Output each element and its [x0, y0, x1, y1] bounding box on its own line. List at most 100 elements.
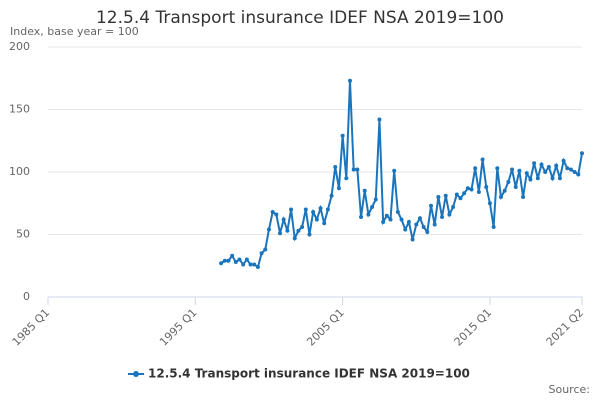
data-point [263, 247, 268, 252]
data-point [259, 251, 264, 256]
data-point [557, 176, 562, 181]
data-point [285, 228, 290, 233]
data-point [510, 167, 515, 172]
data-point [270, 210, 275, 214]
data-point [381, 220, 386, 224]
chart-title: 12.5.4 Transport insurance IDEF NSA 2019… [96, 8, 504, 28]
data-point [395, 210, 400, 214]
data-point [443, 193, 448, 198]
data-point [219, 261, 224, 266]
data-point [436, 195, 441, 199]
data-point [373, 197, 378, 202]
data-point [417, 216, 422, 221]
data-point [230, 253, 235, 258]
data-point [580, 151, 584, 156]
legend-marker [133, 371, 139, 377]
data-point [336, 186, 341, 191]
data-point [568, 167, 573, 172]
data-point [241, 262, 246, 267]
data-point [469, 187, 474, 192]
y-axis-label: Index, base year = 100 [10, 25, 139, 38]
data-point [528, 177, 533, 182]
x-tick-label: 2015 Q1 [452, 306, 495, 349]
y-tick-label: 100 [9, 165, 30, 178]
data-point [421, 225, 426, 229]
data-point [274, 212, 279, 217]
data-point [546, 165, 551, 169]
data-point [565, 166, 570, 171]
data-point [403, 227, 408, 232]
data-point [333, 165, 338, 169]
data-point [576, 172, 581, 177]
data-point [476, 190, 481, 194]
data-point [550, 176, 555, 181]
data-point [425, 230, 430, 234]
data-point [366, 212, 371, 217]
data-point [498, 195, 503, 199]
data-point [314, 217, 319, 222]
data-point [281, 217, 286, 222]
data-point [451, 205, 456, 209]
data-point [495, 166, 500, 171]
data-point [289, 207, 294, 212]
data-point [248, 262, 253, 267]
data-point [465, 186, 470, 191]
data-point [414, 222, 419, 227]
data-point [484, 185, 489, 189]
data-point [532, 161, 537, 166]
data-point [399, 217, 404, 222]
x-tick-label: 1985 Q1 [10, 306, 53, 349]
data-point [329, 193, 334, 198]
data-point [359, 215, 364, 219]
data-point [344, 176, 349, 181]
data-point [432, 222, 437, 227]
data-point [384, 213, 389, 218]
data-point [296, 228, 301, 233]
data-point [233, 260, 238, 264]
data-point [462, 191, 467, 196]
x-tick-label: 2021 Q2 [544, 306, 587, 349]
data-point [487, 201, 492, 206]
data-point [292, 236, 297, 241]
data-point [502, 188, 507, 193]
data-point [539, 162, 544, 167]
data-point [429, 203, 434, 208]
data-point [351, 167, 356, 172]
data-point [458, 196, 463, 201]
data-point [406, 220, 411, 224]
y-tick-label: 200 [9, 40, 30, 53]
data-point [554, 163, 559, 168]
data-point [410, 237, 415, 242]
data-point [226, 258, 231, 263]
data-point [513, 185, 518, 189]
data-point [322, 221, 327, 226]
data-point [266, 227, 271, 232]
data-point [252, 262, 257, 267]
data-point [440, 215, 445, 219]
data-point [255, 265, 260, 269]
data-point [447, 212, 452, 217]
data-point [318, 206, 323, 211]
data-point [572, 170, 577, 174]
data-point [355, 167, 360, 172]
data-point [524, 171, 529, 176]
data-point [370, 205, 375, 209]
data-point [377, 117, 382, 122]
legend-label: 12.5.4 Transport insurance IDEF NSA 2019… [148, 367, 470, 381]
data-point [543, 170, 548, 174]
data-point [535, 176, 540, 181]
data-point [480, 157, 485, 162]
data-point [325, 207, 330, 212]
data-point [307, 232, 312, 237]
data-point [237, 257, 242, 262]
data-point [303, 207, 308, 212]
x-tick-label: 2005 Q1 [304, 306, 347, 349]
data-point [300, 225, 305, 229]
x-tick-label: 1995 Q1 [157, 306, 200, 349]
data-point [347, 78, 352, 83]
data-point [388, 217, 393, 222]
data-point [517, 168, 522, 173]
data-point [491, 225, 496, 229]
source: Source: [549, 383, 591, 396]
